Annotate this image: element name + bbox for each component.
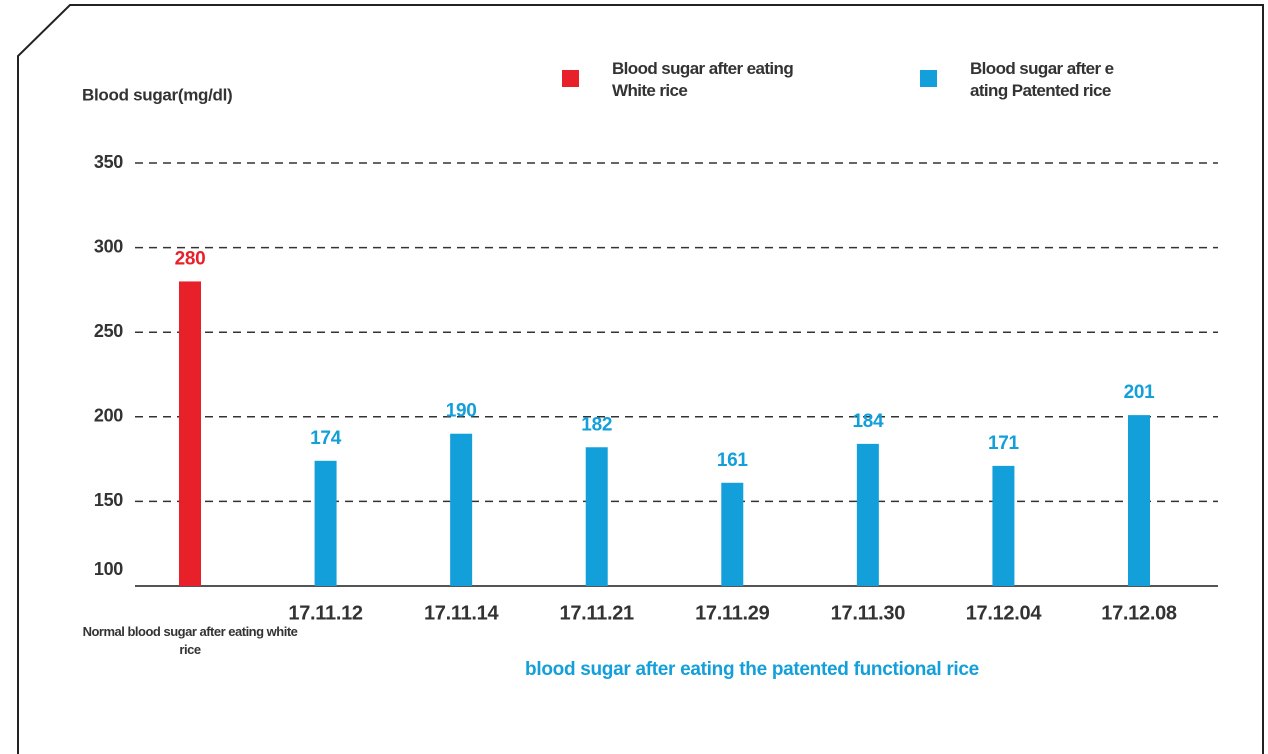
y-tick-label: 200 (94, 406, 123, 426)
bar (1128, 415, 1150, 586)
value-label: 182 (581, 414, 612, 435)
bar (856, 443, 879, 586)
y-tick-label: 350 (94, 152, 123, 172)
bar (450, 433, 473, 586)
value-label: 201 (1124, 382, 1156, 403)
bar (585, 447, 608, 586)
legend-swatch (920, 70, 937, 87)
value-label: 174 (310, 428, 342, 449)
x-tick-label: 17.12.04 (966, 602, 1043, 624)
y-tick-label: 300 (94, 236, 123, 256)
bar (721, 482, 744, 586)
frame (17, 4, 1264, 754)
x-tick-label: 17.11.21 (560, 602, 635, 624)
legend-label: Blood sugar after e ating Patented rice (970, 59, 1114, 100)
x-tick-label: 17.12.08 (1101, 602, 1177, 624)
value-label: 171 (988, 433, 1020, 454)
y-tick-label: 100 (94, 559, 123, 579)
x-tick-label: 17.11.30 (831, 602, 906, 624)
bar (992, 465, 1015, 586)
y-tick-label: 150 (94, 490, 123, 510)
x-axis-label: blood sugar after eating the patented fu… (525, 659, 979, 680)
y-tick-label: 250 (94, 321, 123, 341)
x-tick-label: Normal blood sugar after eating white ri… (82, 624, 298, 657)
legend-label: Blood sugar after eating White rice (612, 59, 794, 100)
value-label: 280 (175, 248, 206, 269)
y-axis-label: Blood sugar(mg/dl) (82, 85, 232, 104)
value-label: 184 (852, 411, 884, 432)
value-label: 161 (717, 450, 749, 471)
bar (314, 460, 337, 586)
x-tick-label: 17.11.14 (424, 602, 500, 624)
x-tick-label: 17.11.12 (288, 602, 363, 624)
x-tick-label: 17.11.29 (695, 602, 770, 624)
bar (179, 281, 201, 586)
legend-swatch (562, 70, 579, 87)
value-label: 190 (446, 401, 477, 422)
